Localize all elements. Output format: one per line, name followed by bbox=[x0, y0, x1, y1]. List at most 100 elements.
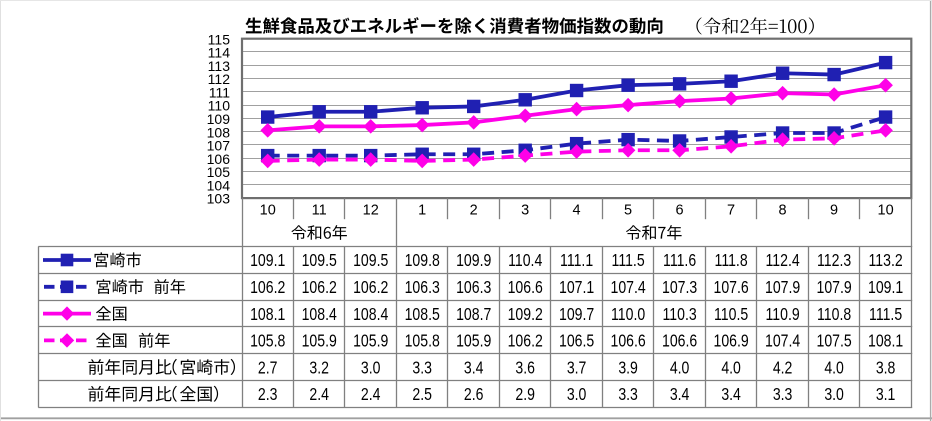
svg-text:2: 2 bbox=[470, 203, 478, 219]
svg-text:108: 108 bbox=[207, 124, 231, 140]
svg-text:107.6: 107.6 bbox=[713, 279, 748, 298]
svg-text:108.1: 108.1 bbox=[250, 305, 285, 324]
svg-text:3.4: 3.4 bbox=[464, 359, 484, 378]
svg-text:3.3: 3.3 bbox=[618, 386, 638, 405]
svg-text:3.3: 3.3 bbox=[773, 386, 793, 405]
svg-text:113: 113 bbox=[208, 58, 231, 74]
svg-text:108.5: 108.5 bbox=[405, 305, 440, 324]
svg-text:106: 106 bbox=[207, 151, 231, 167]
svg-text:105.8: 105.8 bbox=[405, 332, 440, 351]
svg-text:111.8: 111.8 bbox=[715, 252, 748, 271]
svg-text:3.9: 3.9 bbox=[618, 359, 638, 378]
svg-text:105.8: 105.8 bbox=[250, 332, 285, 351]
svg-text:106.6: 106.6 bbox=[508, 279, 543, 298]
svg-text:3: 3 bbox=[521, 203, 529, 219]
svg-text:109.5: 109.5 bbox=[353, 252, 388, 271]
svg-text:6: 6 bbox=[676, 203, 684, 219]
svg-text:110.4: 110.4 bbox=[508, 252, 542, 271]
svg-text:110.5: 110.5 bbox=[714, 305, 748, 324]
svg-text:3.6: 3.6 bbox=[515, 359, 535, 378]
svg-text:115: 115 bbox=[208, 31, 231, 47]
svg-text:111.1: 111.1 bbox=[560, 252, 593, 271]
svg-text:114: 114 bbox=[208, 45, 231, 61]
svg-text:106.2: 106.2 bbox=[250, 279, 285, 298]
svg-text:9: 9 bbox=[830, 203, 838, 219]
svg-text:2.7: 2.7 bbox=[258, 359, 278, 378]
svg-text:4: 4 bbox=[573, 203, 581, 219]
svg-text:4.0: 4.0 bbox=[824, 359, 844, 378]
svg-text:111: 111 bbox=[209, 84, 230, 100]
svg-text:109.7: 109.7 bbox=[559, 305, 594, 324]
svg-text:105: 105 bbox=[207, 164, 231, 180]
svg-text:106.3: 106.3 bbox=[456, 279, 491, 298]
svg-text:109.1: 109.1 bbox=[868, 279, 903, 298]
svg-text:3.4: 3.4 bbox=[721, 386, 741, 405]
svg-text:2.5: 2.5 bbox=[412, 386, 432, 405]
svg-text:107.1: 107.1 bbox=[559, 279, 594, 298]
svg-text:109.2: 109.2 bbox=[508, 305, 543, 324]
svg-text:1: 1 bbox=[418, 203, 426, 219]
svg-text:3.0: 3.0 bbox=[824, 386, 844, 405]
svg-text:107: 107 bbox=[207, 138, 231, 154]
svg-text:112: 112 bbox=[208, 71, 231, 87]
svg-text:111.5: 111.5 bbox=[612, 252, 645, 271]
svg-text:107.5: 107.5 bbox=[816, 332, 851, 351]
svg-text:3.0: 3.0 bbox=[361, 359, 381, 378]
svg-text:108.1: 108.1 bbox=[868, 332, 903, 351]
svg-text:11: 11 bbox=[312, 203, 327, 219]
svg-text:4.0: 4.0 bbox=[670, 359, 690, 378]
svg-text:106.5: 106.5 bbox=[559, 332, 594, 351]
svg-text:109.1: 109.1 bbox=[250, 252, 285, 271]
svg-text:108.7: 108.7 bbox=[456, 305, 491, 324]
svg-text:5: 5 bbox=[624, 203, 632, 219]
svg-text:110: 110 bbox=[208, 98, 231, 114]
svg-text:105.9: 105.9 bbox=[302, 332, 337, 351]
svg-text:10: 10 bbox=[878, 203, 894, 219]
svg-text:104: 104 bbox=[207, 177, 231, 193]
svg-text:2.4: 2.4 bbox=[309, 386, 329, 405]
svg-text:110.0: 110.0 bbox=[611, 305, 645, 324]
svg-text:107.4: 107.4 bbox=[765, 332, 800, 351]
svg-text:8: 8 bbox=[779, 203, 787, 219]
svg-text:108.4: 108.4 bbox=[353, 305, 388, 324]
svg-text:3.8: 3.8 bbox=[876, 359, 896, 378]
svg-text:12: 12 bbox=[363, 203, 379, 219]
svg-text:103: 103 bbox=[207, 191, 231, 207]
svg-text:107.4: 107.4 bbox=[610, 279, 645, 298]
svg-text:112.4: 112.4 bbox=[766, 252, 800, 271]
svg-text:106.3: 106.3 bbox=[405, 279, 440, 298]
svg-text:109: 109 bbox=[207, 111, 231, 127]
svg-text:3.1: 3.1 bbox=[876, 386, 896, 405]
svg-text:4.0: 4.0 bbox=[721, 359, 741, 378]
svg-text:109.8: 109.8 bbox=[405, 252, 440, 271]
svg-text:110.3: 110.3 bbox=[663, 305, 697, 324]
svg-text:10: 10 bbox=[260, 203, 276, 219]
svg-text:110.8: 110.8 bbox=[817, 305, 851, 324]
svg-text:109.9: 109.9 bbox=[456, 252, 491, 271]
svg-text:3.3: 3.3 bbox=[412, 359, 432, 378]
svg-text:107.9: 107.9 bbox=[816, 279, 851, 298]
svg-text:3.2: 3.2 bbox=[309, 359, 329, 378]
svg-text:109.5: 109.5 bbox=[302, 252, 337, 271]
svg-text:4.2: 4.2 bbox=[773, 359, 793, 378]
svg-text:106.2: 106.2 bbox=[353, 279, 388, 298]
svg-text:2.4: 2.4 bbox=[361, 386, 381, 405]
svg-text:106.2: 106.2 bbox=[302, 279, 337, 298]
svg-text:105.9: 105.9 bbox=[456, 332, 491, 351]
svg-text:7: 7 bbox=[727, 203, 735, 219]
svg-text:2.6: 2.6 bbox=[464, 386, 484, 405]
svg-text:106.9: 106.9 bbox=[713, 332, 748, 351]
svg-text:107.3: 107.3 bbox=[662, 279, 697, 298]
svg-text:106.6: 106.6 bbox=[662, 332, 697, 351]
svg-text:106.2: 106.2 bbox=[508, 332, 543, 351]
svg-text:111.5: 111.5 bbox=[869, 305, 902, 324]
svg-text:3.7: 3.7 bbox=[567, 359, 587, 378]
svg-text:2.3: 2.3 bbox=[258, 386, 278, 405]
svg-text:3.4: 3.4 bbox=[670, 386, 690, 405]
svg-text:110.9: 110.9 bbox=[766, 305, 800, 324]
svg-text:107.9: 107.9 bbox=[765, 279, 800, 298]
svg-text:2.9: 2.9 bbox=[515, 386, 535, 405]
svg-text:113.2: 113.2 bbox=[869, 252, 903, 271]
svg-text:111.6: 111.6 bbox=[663, 252, 696, 271]
svg-text:105.9: 105.9 bbox=[353, 332, 388, 351]
